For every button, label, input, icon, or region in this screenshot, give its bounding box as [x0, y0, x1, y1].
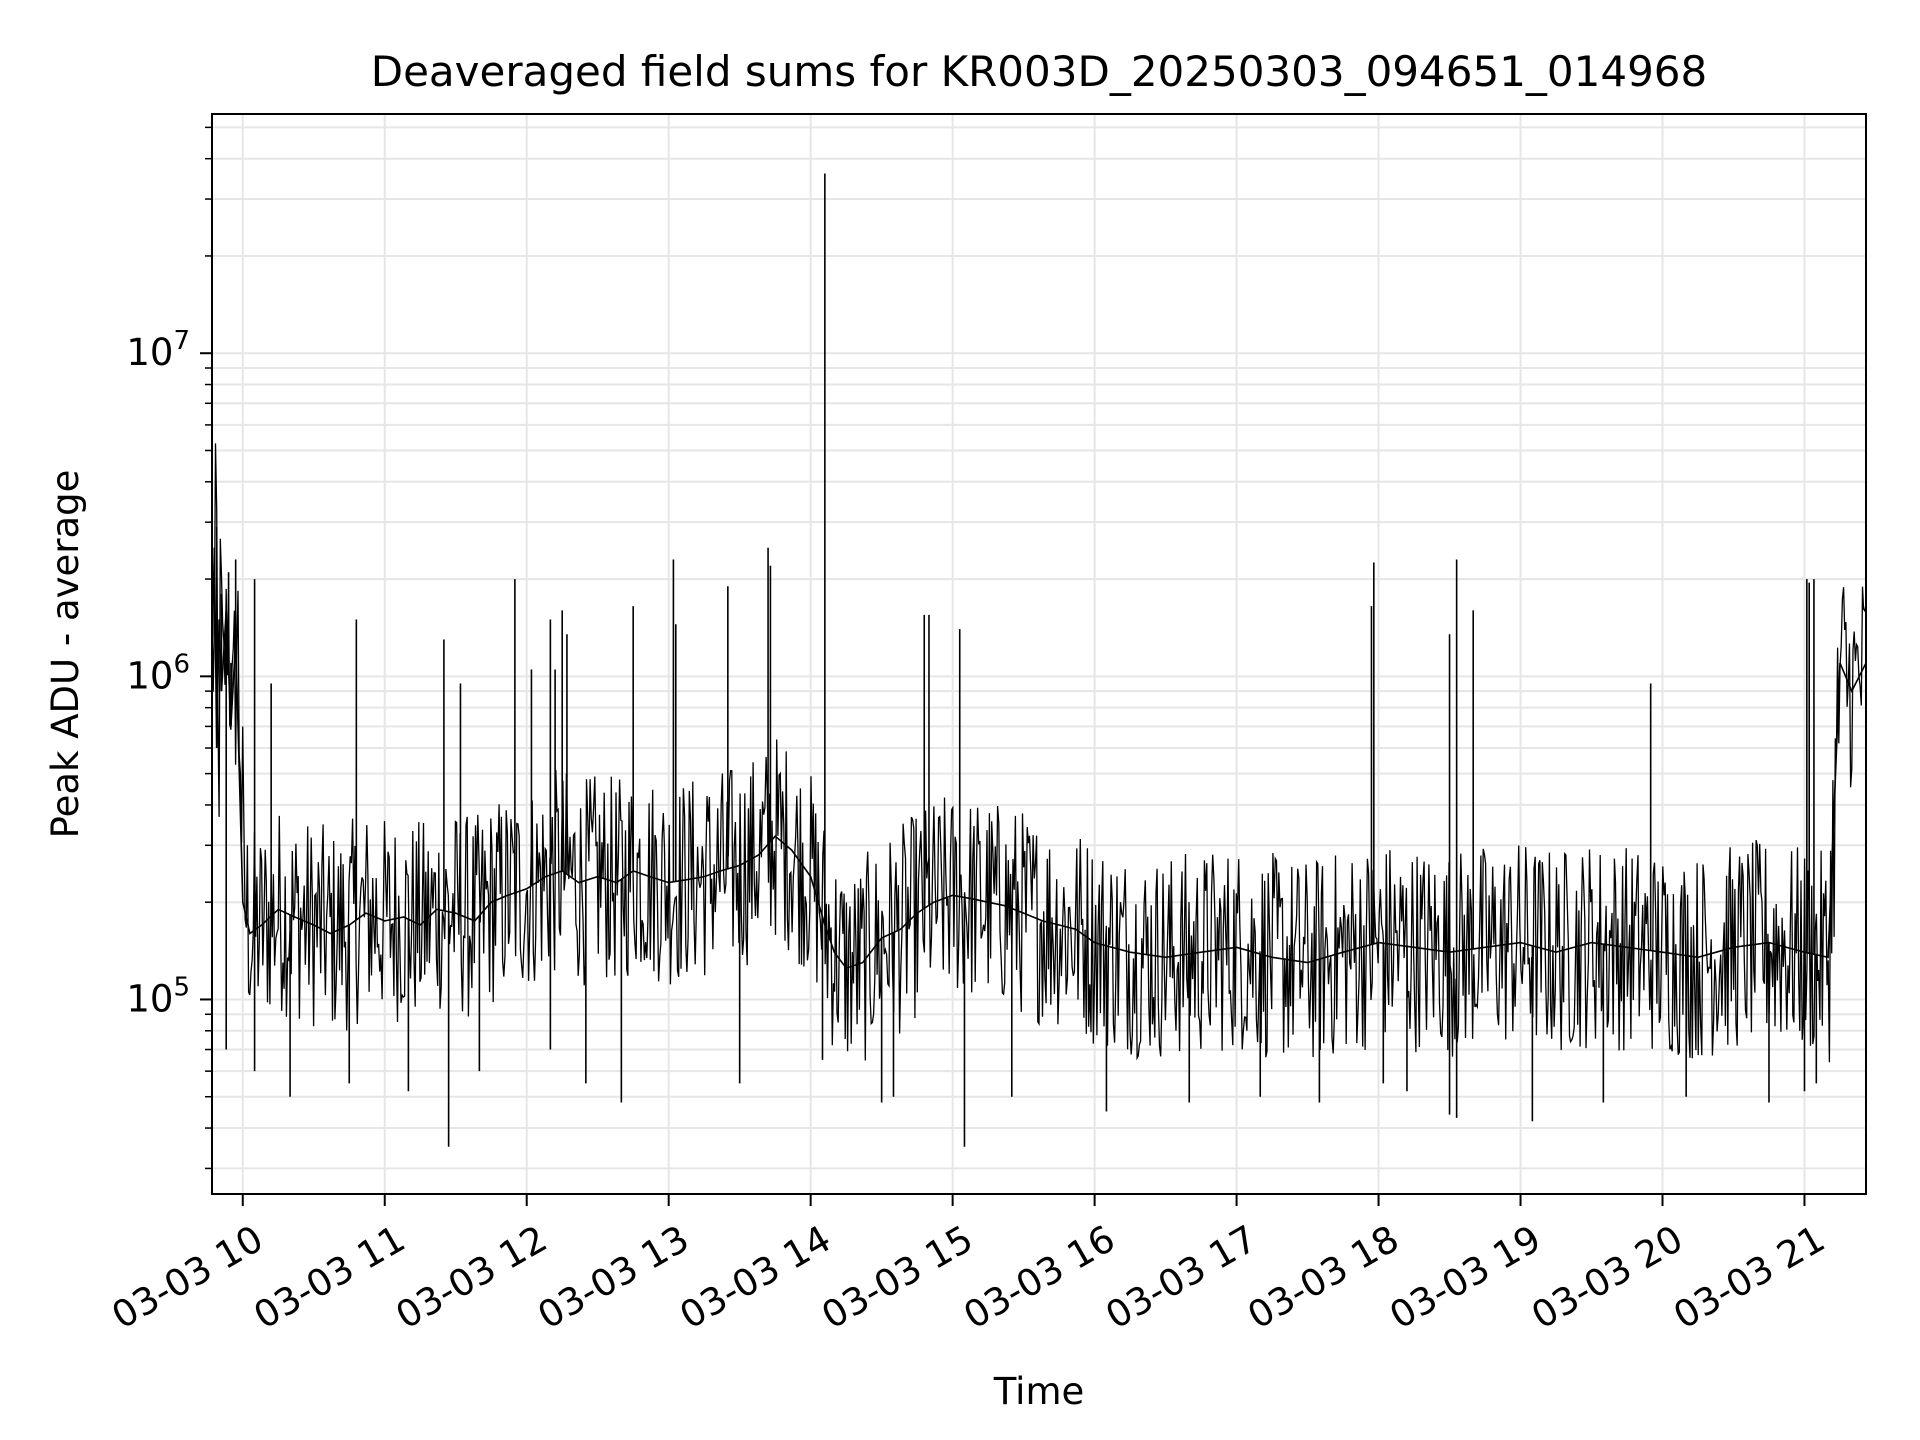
y-axis-ticks: 105 106 107: [126, 126, 212, 1170]
y-tick-label: 106: [126, 649, 190, 697]
series-noise-line: [212, 443, 1866, 1063]
y-tick-label: 107: [126, 326, 190, 374]
x-axis-label: Time: [993, 1370, 1085, 1413]
y-tick-label: 105: [126, 972, 190, 1020]
y-axis-label: Peak ADU - average: [44, 470, 87, 839]
series-lines: [212, 173, 1866, 1147]
plot-area: [212, 173, 1866, 1147]
chart-title: Deaveraged field sums for KR003D_2025030…: [371, 47, 1708, 96]
plot-frame: [211, 113, 1867, 1195]
grid: [212, 114, 1866, 1194]
